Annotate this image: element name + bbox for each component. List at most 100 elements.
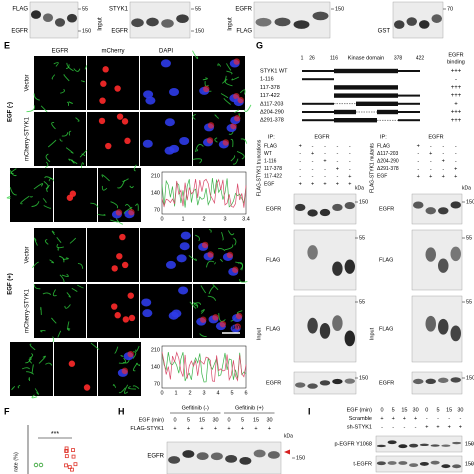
membrane-signal xyxy=(214,114,220,119)
ip-label: IP: xyxy=(380,134,387,140)
band xyxy=(419,461,429,466)
lane-sign: + xyxy=(311,181,314,187)
lane-label: 15 xyxy=(199,417,205,423)
lane-sign: - xyxy=(455,143,457,149)
construct-name: Δ117-203 xyxy=(260,101,283,107)
point xyxy=(33,462,39,468)
band xyxy=(452,441,462,445)
lane-sign: - xyxy=(312,166,314,172)
band xyxy=(344,201,356,210)
condition-label: EGF (-) xyxy=(8,102,14,122)
membrane-signal xyxy=(20,195,30,205)
lane-label: + xyxy=(392,416,395,422)
blot-label: EGFR xyxy=(266,380,281,386)
lane-sign: - xyxy=(455,159,457,165)
membrane-signal xyxy=(240,138,248,144)
blot-label: t-EGFR xyxy=(353,461,372,467)
lane-sign: + xyxy=(323,159,326,165)
x-tick-label: 4 xyxy=(216,390,219,396)
cherry-signal xyxy=(233,92,240,100)
lane-label: 5 xyxy=(187,417,190,423)
row-label: 1-116 xyxy=(264,159,277,165)
band xyxy=(409,463,419,468)
membrane-signal xyxy=(220,93,229,99)
membrane-signal xyxy=(56,237,62,243)
membrane-signal xyxy=(43,205,52,209)
membrane-signal xyxy=(64,304,71,309)
construct-name: 1-116 xyxy=(260,77,274,83)
lane-label: 30 xyxy=(212,417,218,423)
cherry-signal xyxy=(68,360,76,367)
lane-sign: - xyxy=(442,166,444,172)
residue-label: 116 xyxy=(330,55,338,61)
cherry-signal xyxy=(122,316,130,323)
blot-label: FLAG xyxy=(379,326,393,332)
row-label: 117-378 xyxy=(264,166,282,172)
membrane-signal xyxy=(221,75,227,84)
band xyxy=(294,203,306,212)
cherry-signal xyxy=(111,265,118,272)
membrane-signal xyxy=(208,286,215,295)
x-tick-label: 3 xyxy=(202,390,205,396)
band xyxy=(210,452,223,461)
lane-label: + xyxy=(254,426,257,432)
lane-sign: - xyxy=(455,151,457,157)
lane-sign: + xyxy=(429,174,432,180)
membrane-signal xyxy=(29,353,34,359)
kinase-domain xyxy=(334,118,377,123)
band xyxy=(54,18,66,27)
kinase-domain xyxy=(377,109,398,115)
lane-sign: - xyxy=(349,143,351,149)
membrane-signal xyxy=(33,237,38,246)
cherry-signal xyxy=(99,97,106,104)
cherry-signal xyxy=(235,312,243,320)
membrane-signal xyxy=(31,394,38,399)
mw-marker: 150 xyxy=(195,28,204,34)
membrane-signal xyxy=(25,356,32,364)
membrane-signal xyxy=(195,234,200,242)
lane-label: - xyxy=(448,416,450,422)
blot xyxy=(375,435,463,453)
lane-sign: - xyxy=(324,174,326,180)
membrane-signal xyxy=(132,351,137,359)
blot-label: STYK1 xyxy=(109,7,129,13)
lane-sign: + xyxy=(348,174,351,180)
cherry-signal xyxy=(237,96,244,104)
lane-sign: - xyxy=(312,143,314,149)
micrograph xyxy=(87,112,139,166)
membrane-signal xyxy=(233,237,237,246)
mw-marker: 55 xyxy=(82,6,88,12)
x-tick-label: 3.4 xyxy=(242,216,250,222)
panel-letter: H xyxy=(118,406,125,416)
x-tick-label: 3 xyxy=(223,216,226,222)
cherry-signal xyxy=(127,350,134,358)
membrane-signal xyxy=(31,201,40,208)
lane-sign: - xyxy=(299,159,301,165)
column-header: DAPI xyxy=(159,49,173,55)
membrane-signal xyxy=(47,139,57,148)
side-label: Input xyxy=(228,17,234,31)
band xyxy=(419,443,429,447)
membrane-signal xyxy=(132,385,140,390)
mw-marker: 150 xyxy=(466,199,474,205)
lane-label: 5 xyxy=(241,417,244,423)
lane-label: + xyxy=(227,426,230,432)
membrane-signal xyxy=(28,358,33,364)
band xyxy=(319,208,331,217)
point xyxy=(67,465,72,470)
membrane-signal xyxy=(115,218,124,225)
cherry-signal xyxy=(200,316,207,323)
nucleus xyxy=(179,242,190,251)
membrane-signal xyxy=(26,105,35,113)
band xyxy=(450,246,461,262)
lane-label: + xyxy=(241,426,244,432)
x-tick-label: 2 xyxy=(188,390,191,396)
membrane-signal xyxy=(132,362,138,372)
membrane-signal xyxy=(235,261,244,270)
cherry-signal xyxy=(234,115,241,122)
lane-sign: - xyxy=(442,143,444,149)
lane-label: - xyxy=(381,424,383,430)
row-label: sh-STYK1 xyxy=(347,424,372,430)
membrane-signal xyxy=(10,168,17,174)
